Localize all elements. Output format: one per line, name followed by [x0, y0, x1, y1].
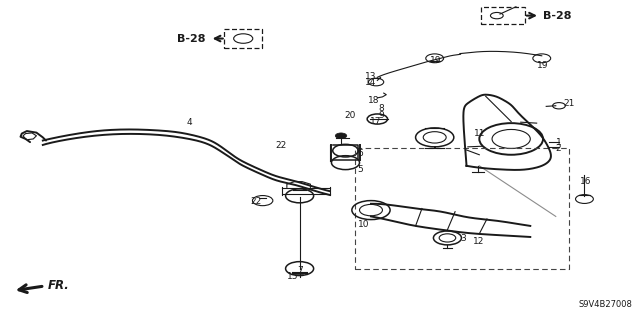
Text: 2: 2: [556, 144, 561, 153]
Text: FR.: FR.: [47, 279, 69, 293]
Text: 9: 9: [379, 111, 385, 120]
Text: 21: 21: [563, 99, 575, 108]
FancyBboxPatch shape: [225, 29, 262, 48]
Text: 19: 19: [537, 61, 548, 70]
Text: 8: 8: [379, 104, 385, 113]
Text: 6: 6: [357, 149, 363, 158]
Text: 5: 5: [357, 165, 363, 174]
Text: 13: 13: [365, 72, 376, 81]
Text: 10: 10: [358, 220, 370, 229]
Text: B-28: B-28: [177, 33, 205, 44]
Text: 3: 3: [460, 234, 466, 243]
FancyBboxPatch shape: [481, 7, 525, 24]
Text: 7: 7: [298, 266, 303, 275]
Text: 1: 1: [556, 137, 561, 147]
Text: B-28: B-28: [543, 11, 572, 21]
Text: 17: 17: [370, 117, 381, 126]
Text: 20: 20: [344, 111, 356, 120]
Text: 22: 22: [250, 197, 261, 206]
Bar: [355, 148, 568, 269]
Text: 12: 12: [473, 237, 484, 246]
Text: 18: 18: [368, 96, 380, 105]
Text: 19: 19: [429, 56, 441, 65]
Text: 4: 4: [186, 118, 192, 127]
Text: 14: 14: [365, 78, 376, 87]
Text: 11: 11: [474, 129, 486, 138]
Circle shape: [335, 133, 347, 139]
Text: 16: 16: [580, 177, 591, 186]
Text: S9V4B27008: S9V4B27008: [579, 300, 632, 309]
Text: 15: 15: [287, 272, 298, 281]
Text: 22: 22: [275, 141, 287, 150]
